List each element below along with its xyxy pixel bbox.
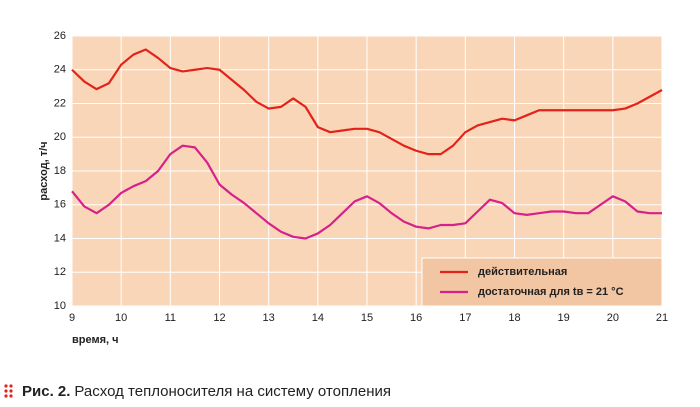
legend-label: достаточная для tв = 21 °C [478, 286, 624, 298]
x-tick-label: 18 [508, 312, 520, 324]
legend-label: действительная [478, 266, 567, 278]
caption: Рис. 2. Расход теплоносителя на систему о… [22, 383, 391, 400]
y-tick-label: 10 [54, 300, 66, 312]
x-tick-label: 19 [558, 312, 570, 324]
x-tick-label: 14 [312, 312, 324, 324]
x-tick-label: 13 [263, 312, 275, 324]
x-tick-label: 12 [213, 312, 225, 324]
x-tick-label: 20 [607, 312, 619, 324]
x-tick-label: 17 [459, 312, 471, 324]
y-tick-label: 26 [54, 30, 66, 42]
y-axis-label: расход, т/ч [38, 141, 50, 200]
x-tick-label: 16 [410, 312, 422, 324]
y-tick-label: 18 [54, 165, 66, 177]
x-tick-label: 11 [165, 312, 176, 324]
y-tick-label: 12 [54, 266, 66, 278]
y-tick-label: 14 [54, 232, 66, 244]
x-tick-label: 10 [115, 312, 127, 324]
legend-box [421, 257, 663, 307]
y-tick-label: 24 [54, 64, 66, 76]
x-tick-label: 15 [361, 312, 373, 324]
series-line [71, 48, 663, 156]
legend: действительная достаточная для tв = 21 °C [421, 257, 663, 307]
x-tick-label: 9 [69, 312, 75, 324]
x-axis-label: время, ч [72, 334, 119, 346]
y-tick-label: 20 [54, 131, 66, 143]
caption-label: Рис. 2. [22, 383, 70, 400]
y-tick-label: 16 [54, 199, 66, 211]
caption-dots [4, 384, 13, 398]
series-line [71, 144, 662, 240]
x-tick-label: 21 [656, 312, 668, 324]
y-tick-label: 22 [54, 97, 66, 109]
caption-text: Расход теплоносителя на систему отоплени… [74, 383, 391, 400]
